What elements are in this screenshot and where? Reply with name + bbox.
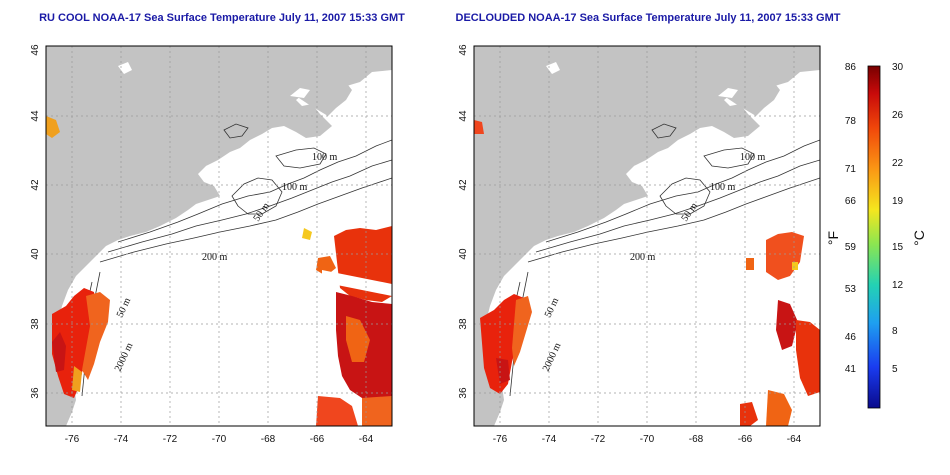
lon-ticks: -76 -74 -72 -70 -68 -66 -64 [65,434,374,445]
sst-patches [474,120,820,426]
lon-tick: -64 [787,434,802,445]
lon-ticks: -76 -74 -72 -70 -68 -66 -64 [493,434,802,445]
lat-tick: 36 [458,387,469,399]
f-tick: 59 [845,242,857,253]
map-raw: RU COOL NOAA-17 Sea Surface Temperature … [30,12,405,445]
lat-tick: 40 [458,248,469,260]
f-tick: 86 [845,62,857,73]
land-mass [474,46,820,426]
map-body [46,46,392,426]
f-tick: 66 [845,196,857,207]
map-body [474,46,820,426]
c-tick: 30 [892,62,904,73]
lon-tick: -76 [65,434,80,445]
sst-patches [46,116,392,426]
contour-label: 100 m [710,182,736,193]
lat-tick: 42 [30,179,41,191]
celsius-label: °C [911,230,927,246]
contour-label: 100 m [740,152,766,163]
lon-tick: -72 [163,434,178,445]
contour-label: 100 m [312,152,338,163]
lon-tick: -68 [261,434,276,445]
colorbar-scale [867,65,881,409]
lat-ticks: 36 38 40 42 44 46 [30,44,41,399]
lat-tick: 38 [30,318,41,330]
lat-tick: 36 [30,387,41,399]
c-tick: 12 [892,280,904,291]
lon-tick: -70 [640,434,655,445]
f-tick: 53 [845,284,857,295]
c-tick: 8 [892,326,898,337]
map-frame [45,45,393,427]
lon-tick: -74 [114,434,129,445]
contour-label: 100 m [282,182,308,193]
fahrenheit-label: °F [825,231,841,245]
lon-tick: -72 [591,434,606,445]
lat-tick: 42 [458,179,469,191]
map-title: DECLOUDED NOAA-17 Sea Surface Temperatur… [456,12,841,24]
lon-tick: -70 [212,434,227,445]
f-ticks: 86 78 71 66 59 53 46 41 [845,62,857,375]
contour-label: 200 m [202,252,228,263]
lon-tick: -74 [542,434,557,445]
lon-tick: -76 [493,434,508,445]
lat-ticks: 36 38 40 42 44 46 [458,44,469,399]
graticule [474,46,820,426]
lat-tick: 46 [30,44,41,56]
c-tick: 5 [892,364,898,375]
lat-tick: 44 [458,110,469,122]
map-declouded: DECLOUDED NOAA-17 Sea Surface Temperatur… [456,12,841,445]
lon-tick: -66 [738,434,753,445]
lon-tick: -64 [359,434,374,445]
graticule [46,46,392,426]
c-tick: 15 [892,242,904,253]
f-tick: 71 [845,164,857,175]
lat-tick: 40 [30,248,41,260]
land-mass [46,46,392,426]
colorbar: 86 78 71 66 59 53 46 41 30 26 22 19 15 1… [825,62,927,409]
contour-label: 200 m [630,252,656,263]
c-tick: 19 [892,196,904,207]
lon-tick: -66 [310,434,325,445]
f-tick: 41 [845,364,857,375]
lon-tick: -68 [689,434,704,445]
nova-scotia-land [296,76,352,116]
c-tick: 22 [892,158,904,169]
f-tick: 46 [845,332,857,343]
map-title: RU COOL NOAA-17 Sea Surface Temperature … [39,12,405,24]
c-tick: 26 [892,110,904,121]
c-ticks: 30 26 22 19 15 12 8 5 [892,62,904,375]
lat-tick: 44 [30,110,41,122]
lat-tick: 38 [458,318,469,330]
map-frame [473,45,821,427]
lat-tick: 46 [458,44,469,56]
f-tick: 78 [845,116,857,127]
